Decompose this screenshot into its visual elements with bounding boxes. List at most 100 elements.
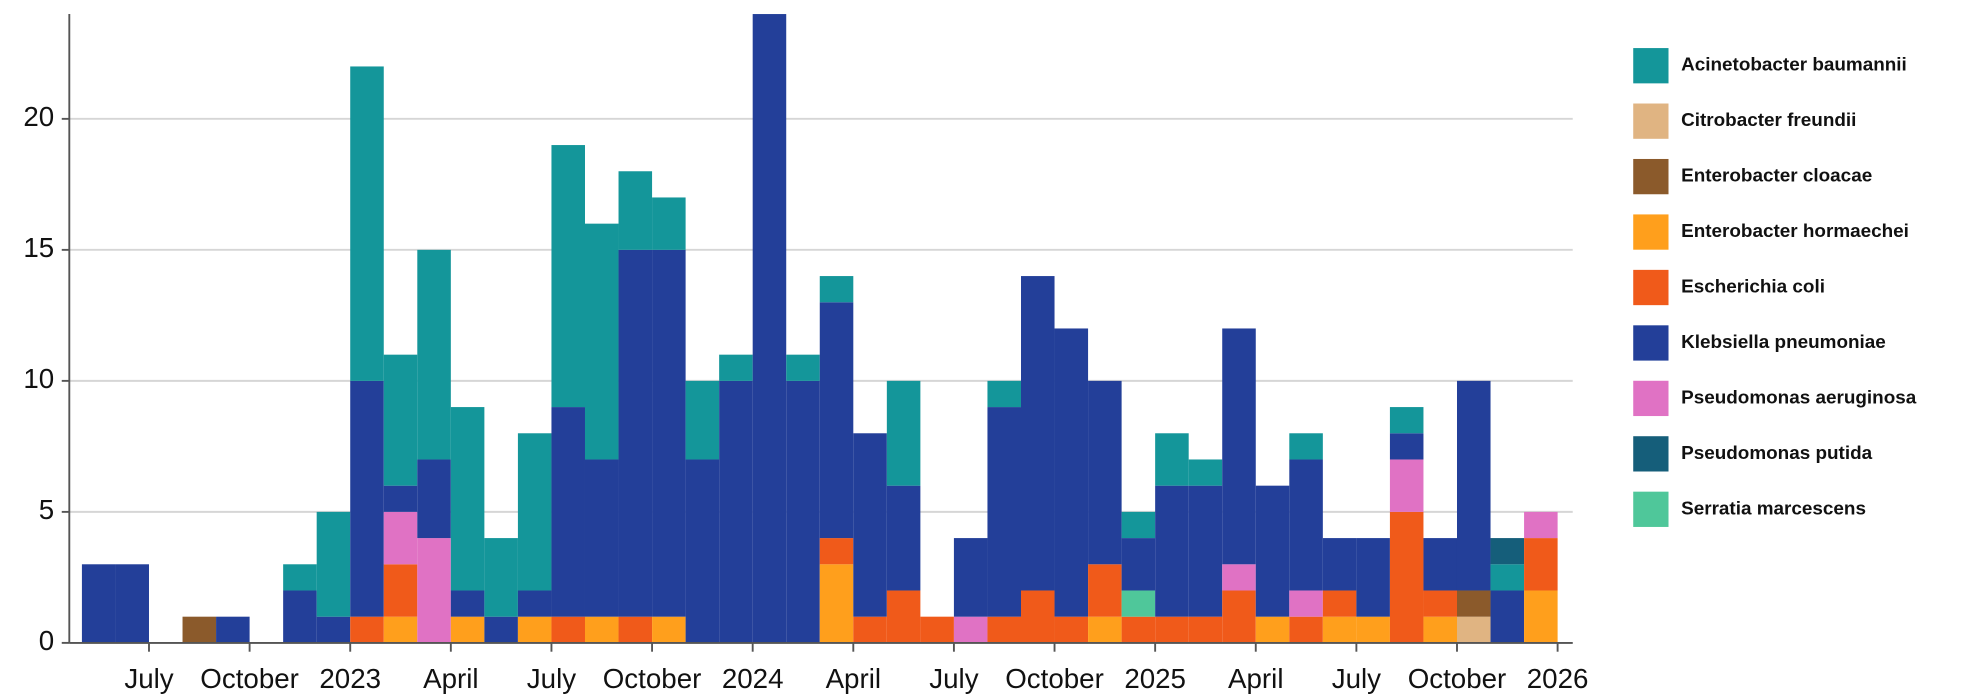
bar-segment (1524, 538, 1558, 591)
bar-segment (1020, 590, 1055, 643)
bar-segment (1490, 538, 1525, 565)
bar-segment (1222, 564, 1256, 591)
bar-segment (517, 433, 552, 591)
bar-segment (1289, 433, 1323, 460)
bar-segment (1490, 564, 1525, 591)
bar-segment (618, 616, 653, 643)
legend-swatch (1633, 48, 1669, 84)
bar-segment (1322, 590, 1357, 617)
bar-segment (786, 380, 820, 643)
bar-segment (652, 249, 686, 617)
bar-segment (1222, 590, 1256, 643)
bar-segment (752, 14, 787, 643)
x-tick-label: July (929, 663, 978, 694)
legend-label: Pseudomonas putida (1681, 443, 1873, 464)
y-tick-label: 20 (23, 101, 54, 132)
bar-segment (920, 616, 954, 643)
bar-segment (1389, 433, 1424, 460)
bar-segment (216, 616, 250, 643)
bar-segment (584, 459, 619, 617)
bar-segment (517, 590, 552, 617)
bar-segment (618, 249, 653, 617)
legend-swatch (1633, 214, 1669, 250)
bar-segment (383, 485, 418, 512)
bar-segment (618, 171, 653, 250)
bar-segment (853, 616, 887, 643)
bar-segment (1456, 616, 1491, 643)
bar-segment (316, 616, 351, 643)
bar-segment (685, 459, 720, 643)
legend-label: Pseudomonas aeruginosa (1681, 387, 1917, 408)
bar-segment (1054, 328, 1089, 617)
bar-segment (1155, 433, 1189, 486)
bar-segment (719, 354, 753, 381)
bar-segment (1088, 380, 1122, 565)
bar-segment (316, 511, 351, 617)
bar-segment (819, 302, 854, 539)
bar-segment (819, 538, 854, 565)
bar-segment (1255, 485, 1290, 617)
bar-segment (1188, 485, 1223, 617)
legend-swatch (1633, 269, 1669, 306)
x-tick-label: October (1408, 663, 1507, 694)
bar-segment (450, 616, 485, 643)
x-tick-label: 2024 (722, 663, 784, 694)
bar-segment (1356, 538, 1390, 617)
legend-swatch (1633, 103, 1669, 139)
bar-segment (417, 538, 451, 643)
bar-segment (1121, 616, 1156, 643)
x-tick-label: July (124, 663, 173, 694)
y-tick-label: 15 (23, 232, 54, 263)
legend-label: Escherichia coli (1681, 277, 1825, 298)
legend-swatch (1633, 491, 1669, 527)
legend-label: Enterobacter hormaechei (1681, 221, 1909, 242)
x-tick-label: October (603, 663, 702, 694)
legend-label: Citrobacter freundii (1681, 110, 1856, 131)
x-tick-label: April (423, 663, 478, 694)
bar-segment (551, 616, 585, 643)
bar-segment (417, 459, 451, 539)
legend-label: Serratia marcescens (1681, 498, 1866, 519)
bar-segment (652, 616, 686, 643)
bar-segment (1222, 328, 1256, 565)
bar-segment (1289, 459, 1323, 591)
bar-segment (886, 485, 921, 591)
bar-segment (484, 538, 518, 617)
bar-segment (1054, 616, 1089, 643)
bar-segment (1155, 485, 1189, 617)
bars (81, 14, 1558, 643)
bar-segment (551, 145, 585, 408)
bar-segment (350, 66, 384, 381)
bar-segment (853, 433, 887, 617)
bar-segment (987, 407, 1021, 617)
bar-segment (953, 538, 988, 617)
bar-segment (1088, 564, 1122, 617)
y-tick-label: 5 (39, 494, 54, 525)
bar-segment (1389, 511, 1424, 643)
bar-segment (81, 564, 116, 643)
bar-segment (283, 564, 317, 591)
legend-label: Enterobacter cloacae (1681, 166, 1872, 187)
bar-segment (786, 354, 820, 381)
bar-segment (383, 511, 418, 565)
bar-segment (383, 616, 418, 643)
x-tick-label: July (527, 663, 576, 694)
x-tick-label: October (200, 663, 299, 694)
legend-swatch (1633, 436, 1669, 472)
bar-segment (1121, 538, 1156, 591)
bar-segment (1121, 590, 1156, 617)
bar-segment (1155, 616, 1189, 643)
y-tick-label: 0 (39, 625, 54, 656)
bar-segment (819, 564, 854, 643)
bar-segment (819, 276, 854, 303)
bar-segment (1524, 590, 1558, 643)
bar-segment (450, 590, 485, 617)
axes: 0 5 10 15 20 July October 2023 April July October 2… (23, 14, 1588, 694)
legend-label: Klebsiella pneumoniae (1681, 332, 1886, 353)
bar-segment (1389, 407, 1424, 434)
x-tick-label: 2023 (319, 663, 381, 694)
bar-segment (383, 354, 418, 486)
x-tick-label: October (1005, 663, 1104, 694)
x-tick-label: April (1228, 663, 1283, 694)
